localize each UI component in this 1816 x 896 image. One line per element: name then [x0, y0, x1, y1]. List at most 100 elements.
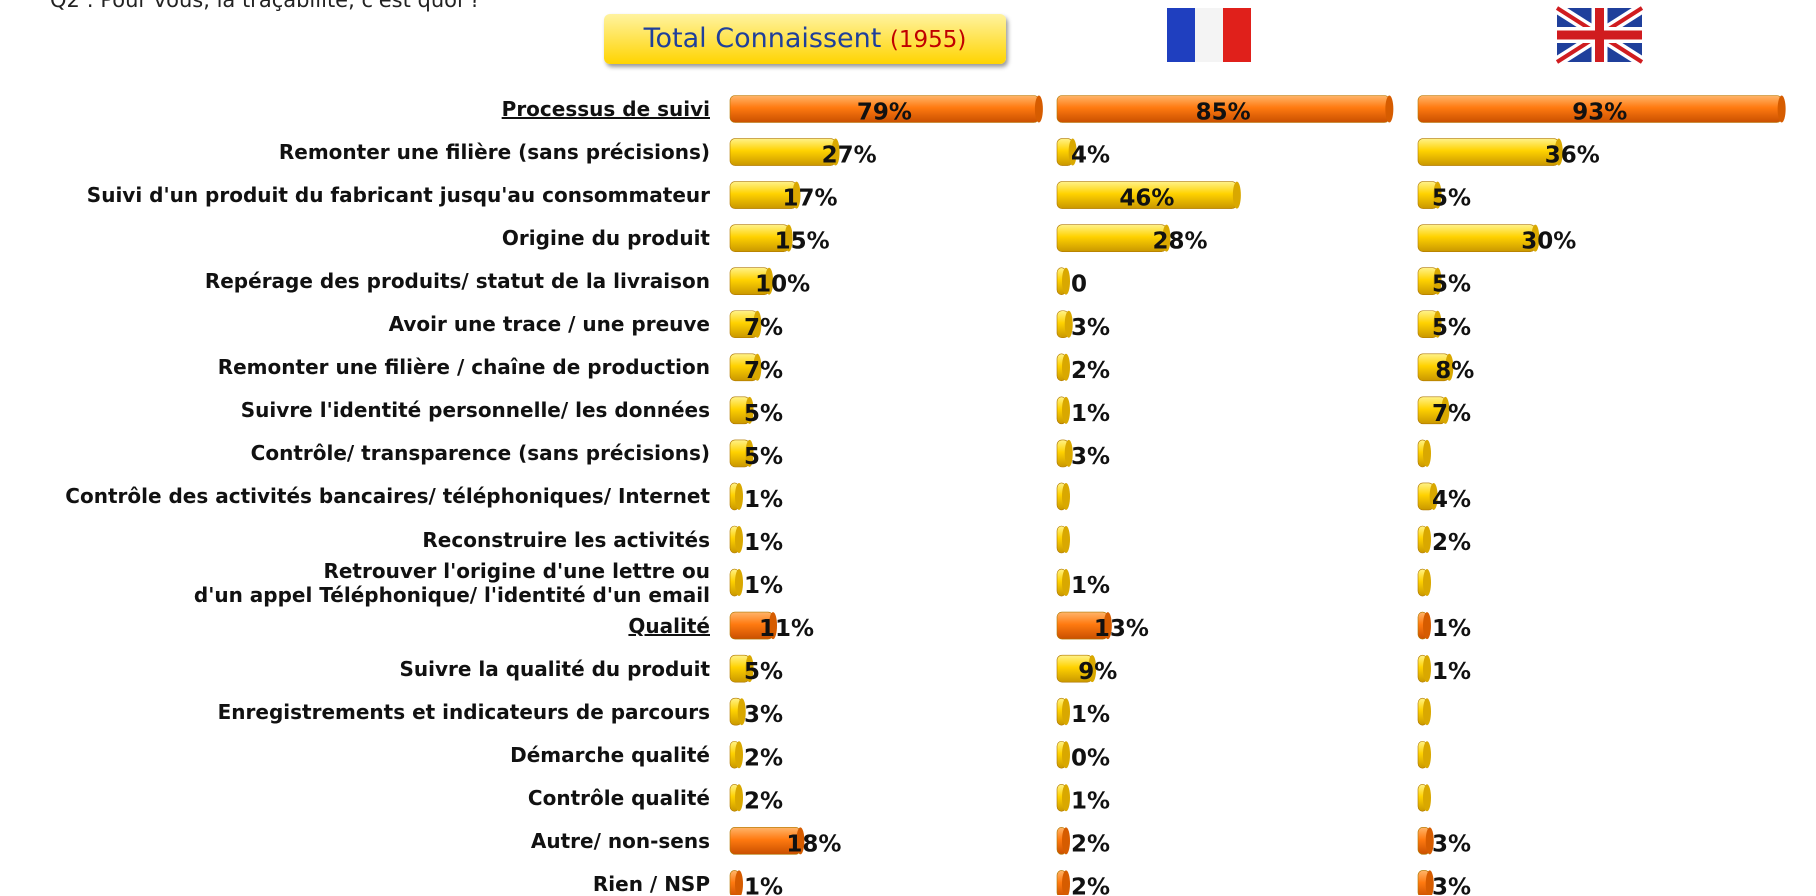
bar-cap: [735, 784, 743, 812]
bar: [729, 138, 836, 166]
bar-cap: [1062, 870, 1070, 895]
bar-cap: [1445, 353, 1454, 381]
flag-france: [1167, 8, 1251, 62]
bar-cap: [1062, 698, 1070, 726]
bar-cap: [1441, 396, 1450, 424]
bar-cap: [745, 439, 754, 467]
bar-cap: [769, 612, 778, 640]
value-label: 3%: [1432, 831, 1471, 857]
value-label: 1%: [1071, 573, 1110, 599]
bar-cap: [1034, 95, 1043, 123]
value-label: 3%: [1432, 874, 1471, 895]
value-label: 1%: [744, 530, 783, 556]
value-label: 5%: [744, 401, 783, 427]
bar-cap: [1531, 224, 1540, 252]
category-label: Avoir une trace / une preuve: [388, 312, 710, 337]
value-label: 1%: [1071, 401, 1110, 427]
bar-cap: [1423, 439, 1431, 467]
bar-cap: [1425, 827, 1434, 855]
bar-cap: [737, 698, 746, 726]
category-label: Démarche qualité: [510, 742, 710, 767]
bar-cap: [792, 181, 801, 209]
category-label: Suivi d'un produit du fabricant jusqu'au…: [86, 183, 710, 208]
bar-cap: [1429, 482, 1438, 510]
bar-cap: [1062, 526, 1070, 553]
value-label: 15%: [775, 229, 830, 255]
value-label: 28%: [1152, 229, 1207, 255]
value-label: 79%: [857, 100, 912, 126]
bar-cap: [1433, 310, 1442, 338]
bar-cap: [1062, 482, 1070, 510]
bar-cap: [1064, 310, 1073, 338]
value-label: 3%: [1071, 444, 1110, 470]
value-label: 0%: [1071, 745, 1110, 771]
bar-cap: [1064, 439, 1073, 467]
value-label: 27%: [822, 143, 877, 169]
bar-cap: [735, 569, 743, 597]
bar-cap: [1423, 784, 1431, 812]
value-label: 9%: [1078, 659, 1117, 685]
value-label: 2%: [744, 745, 783, 771]
value-label: 0: [1071, 272, 1087, 298]
category-label: Qualité: [628, 613, 710, 638]
bar-cap: [1423, 569, 1431, 597]
value-label: 5%: [1432, 315, 1471, 341]
bar-cap: [1232, 181, 1241, 209]
flag-uk: [1554, 3, 1645, 67]
value-label: 5%: [1432, 186, 1471, 212]
value-label: 5%: [744, 659, 783, 685]
bar-cap: [735, 741, 743, 769]
value-label: 1%: [744, 573, 783, 599]
bar-cap: [1433, 267, 1442, 295]
bar-cap: [1062, 741, 1070, 769]
bar-cap: [1423, 698, 1431, 726]
bar-cap: [753, 353, 762, 381]
category-label: Processus de suivi: [501, 97, 710, 121]
value-label: 1%: [744, 487, 783, 513]
bar-cap: [735, 482, 743, 510]
value-label: 1%: [1071, 702, 1110, 728]
bar-cap: [1062, 267, 1070, 295]
series-sample: (1955): [889, 27, 967, 53]
bar: [1417, 224, 1536, 252]
value-label: 11%: [759, 616, 814, 642]
value-label: 2%: [744, 788, 783, 814]
category-label: Repérage des produits/ statut de la livr…: [204, 269, 710, 294]
bar-cap: [1062, 784, 1070, 812]
value-label: 8%: [1435, 358, 1474, 384]
bar-cap: [765, 267, 774, 295]
value-label: 46%: [1119, 186, 1174, 212]
value-label: 2%: [1071, 874, 1110, 895]
value-label: 18%: [786, 831, 841, 857]
bar-cap: [1068, 138, 1077, 166]
bar-cap: [735, 526, 743, 553]
value-label: 1%: [744, 874, 783, 895]
value-label: 36%: [1545, 143, 1600, 169]
bar-cap: [1425, 870, 1434, 895]
value-label: 1%: [1071, 788, 1110, 814]
category-label: Contrôle qualité: [527, 785, 710, 810]
bar-cap: [1062, 396, 1070, 424]
category-label: Remonter une filière (sans précisions): [278, 140, 710, 165]
value-label: 2%: [1432, 530, 1471, 556]
value-label: 85%: [1196, 100, 1251, 126]
category-label: Remonter une filière / chaîne de product…: [217, 355, 710, 380]
series-header: Total Connaissent (1955): [604, 14, 1006, 64]
bar-cap: [745, 396, 754, 424]
bar-cap: [796, 827, 805, 855]
value-label: 3%: [744, 702, 783, 728]
value-label: 2%: [1071, 831, 1110, 857]
category-label: Rien / NSP: [592, 871, 710, 896]
category-label: Retrouver l'origine d'une lettre ou d'un…: [193, 558, 710, 607]
value-label: 3%: [1071, 315, 1110, 341]
bar: [1417, 138, 1560, 166]
bar-cap: [1062, 827, 1070, 855]
bar-cap: [1062, 353, 1070, 381]
category-label: Reconstruire les activités: [422, 527, 710, 552]
bar-cap: [1385, 95, 1394, 123]
value-label: 4%: [1432, 487, 1471, 513]
value-label: 93%: [1572, 100, 1627, 126]
value-label: 30%: [1521, 229, 1576, 255]
value-label: 5%: [744, 444, 783, 470]
